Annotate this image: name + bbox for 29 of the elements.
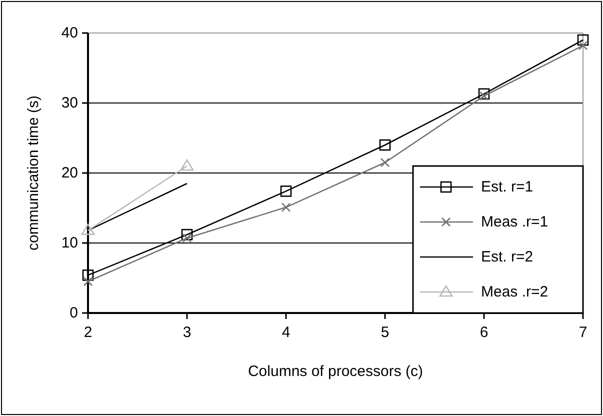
legend-label: Est. r=1: [481, 178, 534, 196]
point: [578, 40, 588, 50]
point: [82, 270, 94, 281]
legend-label: Meas .r=1: [481, 214, 548, 230]
x-tick-label: 2: [84, 324, 92, 341]
point: [280, 186, 292, 197]
y-tick-label: 0: [70, 304, 78, 322]
point: [379, 139, 391, 151]
point: [181, 228, 193, 240]
y-tick-label: 30: [61, 94, 78, 112]
y-axis-title: communication time (s): [25, 95, 42, 251]
y-tick-label: 20: [61, 164, 78, 182]
x-tick-label: 5: [380, 324, 390, 341]
point: [380, 158, 390, 168]
x-tick-label: 4: [282, 324, 290, 341]
x-axis-title: Columns of processors (c): [248, 363, 424, 380]
x-tick-label: 7: [578, 324, 588, 341]
y-tick-label: 10: [61, 234, 78, 252]
legend-label: Est. r=2: [481, 248, 534, 266]
x-tick-label: 3: [182, 324, 192, 341]
y-tick-label: 40: [61, 24, 78, 42]
point: [182, 233, 192, 243]
point: [577, 34, 589, 46]
point: [478, 88, 490, 100]
point: [83, 276, 93, 286]
legend-label: Meas .r=2: [481, 284, 548, 300]
point: [479, 91, 489, 101]
point: [281, 202, 291, 212]
x-tick-label: 6: [480, 324, 488, 341]
